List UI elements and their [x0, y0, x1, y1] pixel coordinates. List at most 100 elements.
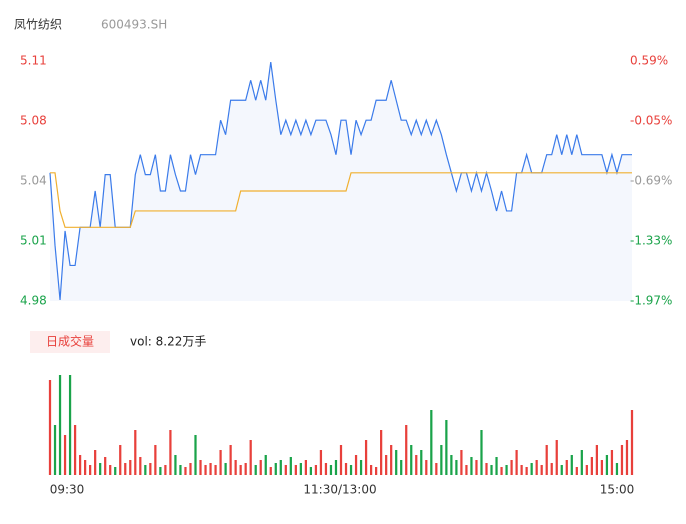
volume-bar [545, 445, 548, 475]
volume-bar [214, 465, 217, 475]
y2-tick-label: 0.59% [630, 54, 668, 68]
volume-bar [580, 450, 583, 475]
volume-bar [294, 465, 297, 475]
volume-bar [184, 467, 187, 475]
volume-bar [575, 467, 578, 475]
volume-bar [289, 457, 292, 475]
volume-bar [445, 420, 448, 475]
y2-tick-label: -0.05% [630, 114, 672, 128]
volume-bar [299, 463, 302, 475]
volume-bar [68, 375, 72, 475]
volume-bar [420, 450, 423, 475]
y-tick-label: 5.04 [20, 174, 47, 188]
volume-bar [369, 465, 373, 475]
volume-bar [415, 455, 418, 475]
volume-bar [219, 450, 222, 475]
volume-bar [169, 430, 172, 475]
volume-bar [465, 465, 468, 475]
volume-bar [78, 455, 82, 475]
y-tick-label: 5.01 [20, 233, 47, 247]
volume-bar [99, 463, 102, 475]
volume-bar [139, 457, 142, 475]
stock-name: 凤竹纺织 [14, 18, 62, 32]
volume-bar [425, 460, 428, 475]
price-area [50, 62, 632, 301]
y2-tick-label: -1.33% [630, 234, 672, 248]
volume-bar [344, 463, 348, 475]
y-tick-label: 5.08 [20, 114, 47, 128]
volume-bar [535, 460, 538, 475]
volume-bar [209, 463, 212, 475]
y-tick-label: 4.98 [20, 294, 47, 308]
volume-bar [354, 455, 358, 475]
volume-bar [269, 467, 272, 475]
volume-bar [134, 430, 137, 475]
volume-bar [385, 455, 388, 475]
volume-bar [234, 460, 237, 475]
volume-bar [179, 465, 182, 475]
volume-bar [440, 445, 443, 475]
volume-bar [500, 467, 503, 475]
volume-bar [264, 455, 267, 475]
volume-bar [53, 425, 57, 475]
volume-bar [555, 440, 558, 475]
volume-bar [349, 465, 353, 475]
volume-bar [174, 455, 177, 475]
volume-bar [284, 465, 287, 475]
volume-bar [530, 463, 533, 475]
x-tick-label: 11:30/13:00 [303, 483, 376, 497]
volume-bar [63, 435, 67, 475]
volume-bar [630, 410, 634, 475]
volume-bar [199, 460, 202, 475]
volume-bar [610, 450, 614, 475]
volume-bar [470, 457, 473, 475]
volume-bar [595, 445, 598, 475]
volume-bar [314, 465, 318, 475]
volume-bar [229, 445, 232, 475]
volume-bar [279, 460, 282, 475]
volume-bar [239, 465, 242, 475]
volume-bar [570, 455, 573, 475]
volume-bar [259, 460, 262, 475]
y2-tick-label: -0.69% [630, 174, 672, 188]
y-tick-label: 5.11 [20, 54, 47, 68]
volume-bar [380, 430, 383, 475]
x-tick-label: 09:30 [50, 483, 85, 497]
volume-bar [430, 410, 433, 475]
volume-bar [515, 450, 518, 475]
volume-bar [244, 463, 247, 475]
volume-bar [435, 463, 438, 475]
volume-bar [490, 465, 493, 475]
volume-bar [124, 463, 127, 475]
volume-bar [324, 463, 328, 475]
volume-bar [455, 460, 458, 475]
volume-bar [585, 465, 588, 475]
volume-bar [540, 465, 543, 475]
volume-bar [364, 440, 368, 475]
volume-bar [359, 460, 363, 475]
volume-bar [405, 425, 408, 475]
x-tick-label: 15:00 [600, 483, 635, 497]
y2-tick-label: -1.97% [630, 294, 672, 308]
volume-label: 日成交量 [46, 334, 94, 349]
volume-bar [410, 445, 413, 475]
volume-bar [510, 460, 513, 475]
volume-bar [375, 467, 378, 475]
volume-label-bg [30, 331, 110, 353]
volume-bar [309, 467, 313, 475]
volume-bar [505, 465, 508, 475]
volume-bar [605, 455, 609, 475]
volume-bar [159, 467, 162, 475]
volume-bar [84, 460, 87, 475]
volume-bar [129, 460, 132, 475]
volume-bar [329, 465, 333, 475]
average-line [50, 172, 632, 228]
volume-bar [149, 463, 152, 475]
volume-bar [339, 445, 343, 475]
volume-bar [319, 450, 323, 475]
volume-bar [154, 445, 157, 475]
volume-bar [560, 465, 563, 475]
stock-code: 600493.SH [101, 18, 167, 32]
volume-bar [189, 463, 192, 475]
